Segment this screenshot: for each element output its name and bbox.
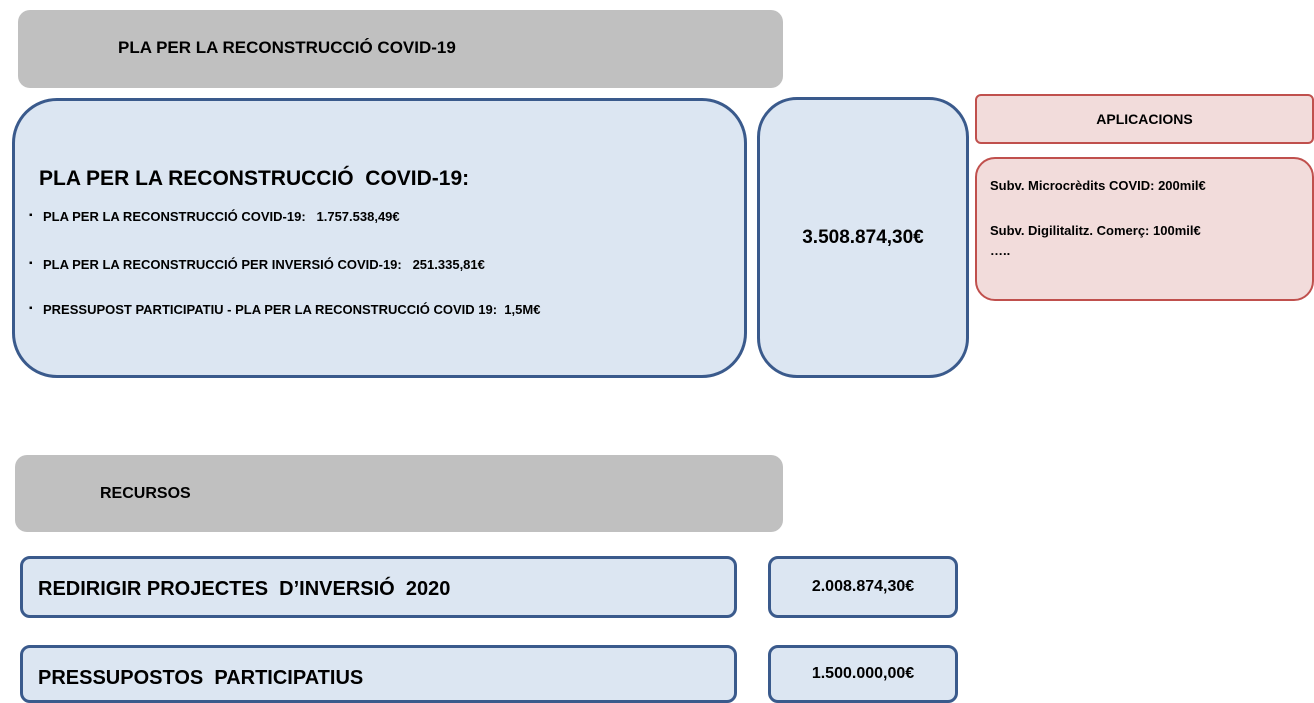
plan-total: 3.508.874,30€ (757, 97, 969, 378)
applications-box: Subv. Microcrèdits COVID: 200mil€ Subv. … (975, 157, 1314, 301)
plan-item: PLA PER LA RECONSTRUCCIÓ COVID-19: 1.757… (29, 209, 400, 224)
plan-item: PLA PER LA RECONSTRUCCIÓ PER INVERSIÓ CO… (29, 257, 485, 272)
application-item: Subv. Microcrèdits COVID: 200mil€ (990, 178, 1206, 193)
plan-item: PRESSUPOST PARTICIPATIU - PLA PER LA REC… (29, 302, 540, 317)
header-bar: PLA PER LA RECONSTRUCCIÓ COVID-19 (18, 10, 783, 88)
applications-title: APLICACIONS (975, 94, 1314, 144)
resource-amount: 2.008.874,30€ (768, 556, 958, 618)
resource-label: PRESSUPOSTOS PARTICIPATIUS (38, 667, 364, 689)
resource-row: PRESSUPOSTOS PARTICIPATIUS (20, 645, 737, 703)
resources-title: RECURSOS (100, 485, 191, 502)
header-title: PLA PER LA RECONSTRUCCIÓ COVID-19 (118, 38, 456, 57)
resource-label: REDIRIGIR PROJECTES D’INVERSIÓ 2020 (38, 578, 451, 600)
plan-title: PLA PER LA RECONSTRUCCIÓ COVID-19: (39, 167, 470, 190)
application-item: Subv. Digilitalitz. Comerç: 100mil€ (990, 223, 1201, 238)
plan-box: PLA PER LA RECONSTRUCCIÓ COVID-19: PLA P… (12, 98, 747, 378)
resource-row: REDIRIGIR PROJECTES D’INVERSIÓ 2020 (20, 556, 737, 618)
resource-amount: 1.500.000,00€ (768, 645, 958, 703)
resources-bar: RECURSOS (15, 455, 783, 532)
application-item: ….. (990, 243, 1011, 258)
